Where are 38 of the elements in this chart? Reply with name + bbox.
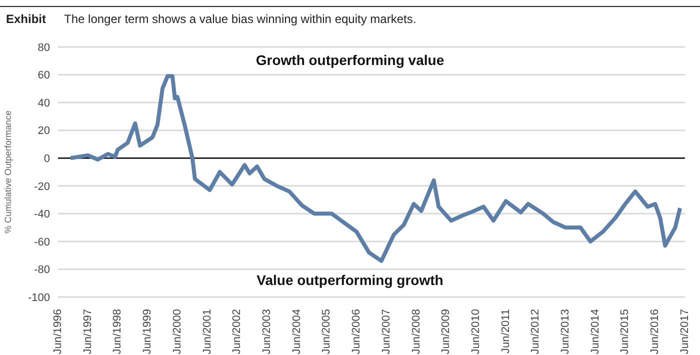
annotation: Growth outperforming value	[254, 52, 446, 68]
chart-title: Exhibit	[6, 12, 46, 26]
x-tick-label: Jun/1999	[142, 309, 154, 354]
y-tick-label: -20	[34, 180, 50, 193]
x-tick-label: Jun/2005	[320, 309, 333, 354]
y-tick-label: -80	[34, 264, 50, 276]
x-tick-label: Jun/2007	[380, 309, 392, 354]
y-tick-label: -40	[34, 208, 50, 221]
x-tick-label: Jun/2001	[201, 309, 214, 354]
line-series	[68, 74, 682, 263]
y-tick-label: 80	[38, 42, 50, 54]
y-tick-label: 20	[38, 125, 50, 138]
x-tick-label: Jun/2006	[350, 309, 363, 354]
y-tick-label: 40	[38, 97, 50, 110]
chart-subtitle: The longer term shows a value bias winning within equity markets.	[64, 12, 416, 26]
x-tick-label: Jun/2015	[619, 309, 632, 354]
y-tick-label: -100	[28, 292, 50, 304]
x-tick-label: Jun/2002	[231, 309, 244, 354]
x-tick-label: Jun/2009	[440, 309, 452, 354]
x-tick-label: Jun/2003	[260, 309, 273, 354]
x-tick-label: Jun/1997	[82, 309, 94, 354]
x-tick-label: Jun/1996	[52, 309, 64, 354]
x-tick-label: Jun/2012	[530, 309, 542, 354]
x-tick-label: Jun/2004	[290, 309, 303, 354]
x-tick-label: Jun/2013	[560, 309, 572, 354]
x-tick-label: Jun/2016	[649, 309, 662, 354]
x-tick-label: Jun/2010	[470, 309, 482, 354]
x-tick-label: Jun/2000	[171, 309, 184, 354]
y-tick-label: 0	[44, 153, 50, 166]
annotation: Value outperforming growth	[256, 272, 444, 288]
y-tick-label: -60	[34, 236, 50, 248]
y-tick-label: 60	[38, 70, 50, 82]
x-tick-label: Jun/2008	[410, 309, 422, 354]
x-tick-label: Jun/2017	[679, 309, 691, 354]
y-axis-title: % Cumulative Outperformance	[3, 110, 14, 234]
x-tick-label: Jun/2014	[589, 309, 602, 354]
x-tick-label: Jun/2011	[500, 309, 512, 354]
x-tick-label: Jun/1998	[112, 309, 124, 354]
